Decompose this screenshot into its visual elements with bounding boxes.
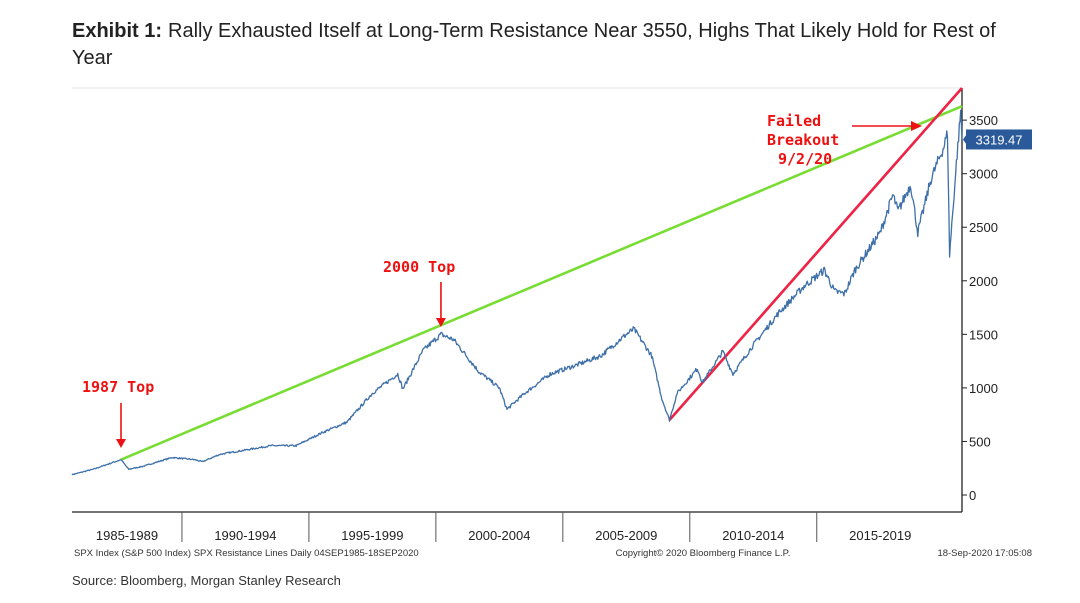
footer-right: 18-Sep-2020 17:05:08 xyxy=(937,548,1032,559)
y-tick-label-3: 1500 xyxy=(969,327,998,342)
last-value-badge: 3319.47 xyxy=(963,129,1032,150)
x-period-label-3: 2000-2004 xyxy=(468,528,530,543)
last-value-label: 3319.47 xyxy=(976,132,1023,147)
arrow-1987-top-head xyxy=(116,439,127,448)
y-tick-label-5: 2500 xyxy=(969,220,998,235)
annotation-2000-top: 2000 Top xyxy=(383,258,455,276)
annotation-failed: Failed xyxy=(767,112,821,130)
x-period-label-1: 1990-1994 xyxy=(214,528,276,543)
annotation-1987-top: 1987 Top xyxy=(82,378,154,396)
y-tick-label-7: 3500 xyxy=(969,113,998,128)
exhibit-title-text: Rally Exhausted Itself at Long-Term Resi… xyxy=(72,20,996,69)
annotation-date: 9/2/20 xyxy=(778,150,832,168)
exhibit-label: Exhibit 1: xyxy=(72,20,163,42)
resistance-lines xyxy=(120,87,963,461)
x-period-label-2: 1995-1999 xyxy=(341,528,403,543)
y-tick-label-6: 3000 xyxy=(969,167,998,182)
x-period-label-0: 1985-1989 xyxy=(96,528,158,543)
spx-series-line xyxy=(71,109,963,476)
footer-left: SPX Index (S&P 500 Index) SPX Resistance… xyxy=(74,548,419,559)
source-note: Source: Bloomberg, Morgan Stanley Resear… xyxy=(72,573,341,588)
y-axis-ticks: 0 500 1000 1500 2000 2500 3000 3500 xyxy=(962,113,998,503)
y-tick-label-4: 2000 xyxy=(969,274,998,289)
x-axis-periods: 1985-1989 1990-1994 1995-1999 2000-2004 2005… xyxy=(96,512,911,543)
resistance-line-0 xyxy=(120,105,963,461)
annotation-breakout: Breakout xyxy=(767,131,839,149)
y-tick-label-1: 500 xyxy=(969,434,991,449)
x-period-label-4: 2005-2009 xyxy=(595,528,657,543)
failed-breakout-arrow-head xyxy=(911,121,922,131)
x-period-label-6: 2015-2019 xyxy=(849,528,911,543)
resistance-line-1 xyxy=(668,87,963,421)
x-period-label-5: 2010-2014 xyxy=(722,528,784,543)
arrow-2000-top-head xyxy=(435,318,446,327)
y-tick-label-2: 1000 xyxy=(969,381,998,396)
footer-center: Copyright© 2020 Bloomberg Finance L.P. xyxy=(616,548,791,559)
last-value-box xyxy=(966,129,1032,150)
exhibit-title: Exhibit 1: Rally Exhausted Itself at Long… xyxy=(72,18,1032,72)
y-tick-label-0: 0 xyxy=(969,488,976,503)
